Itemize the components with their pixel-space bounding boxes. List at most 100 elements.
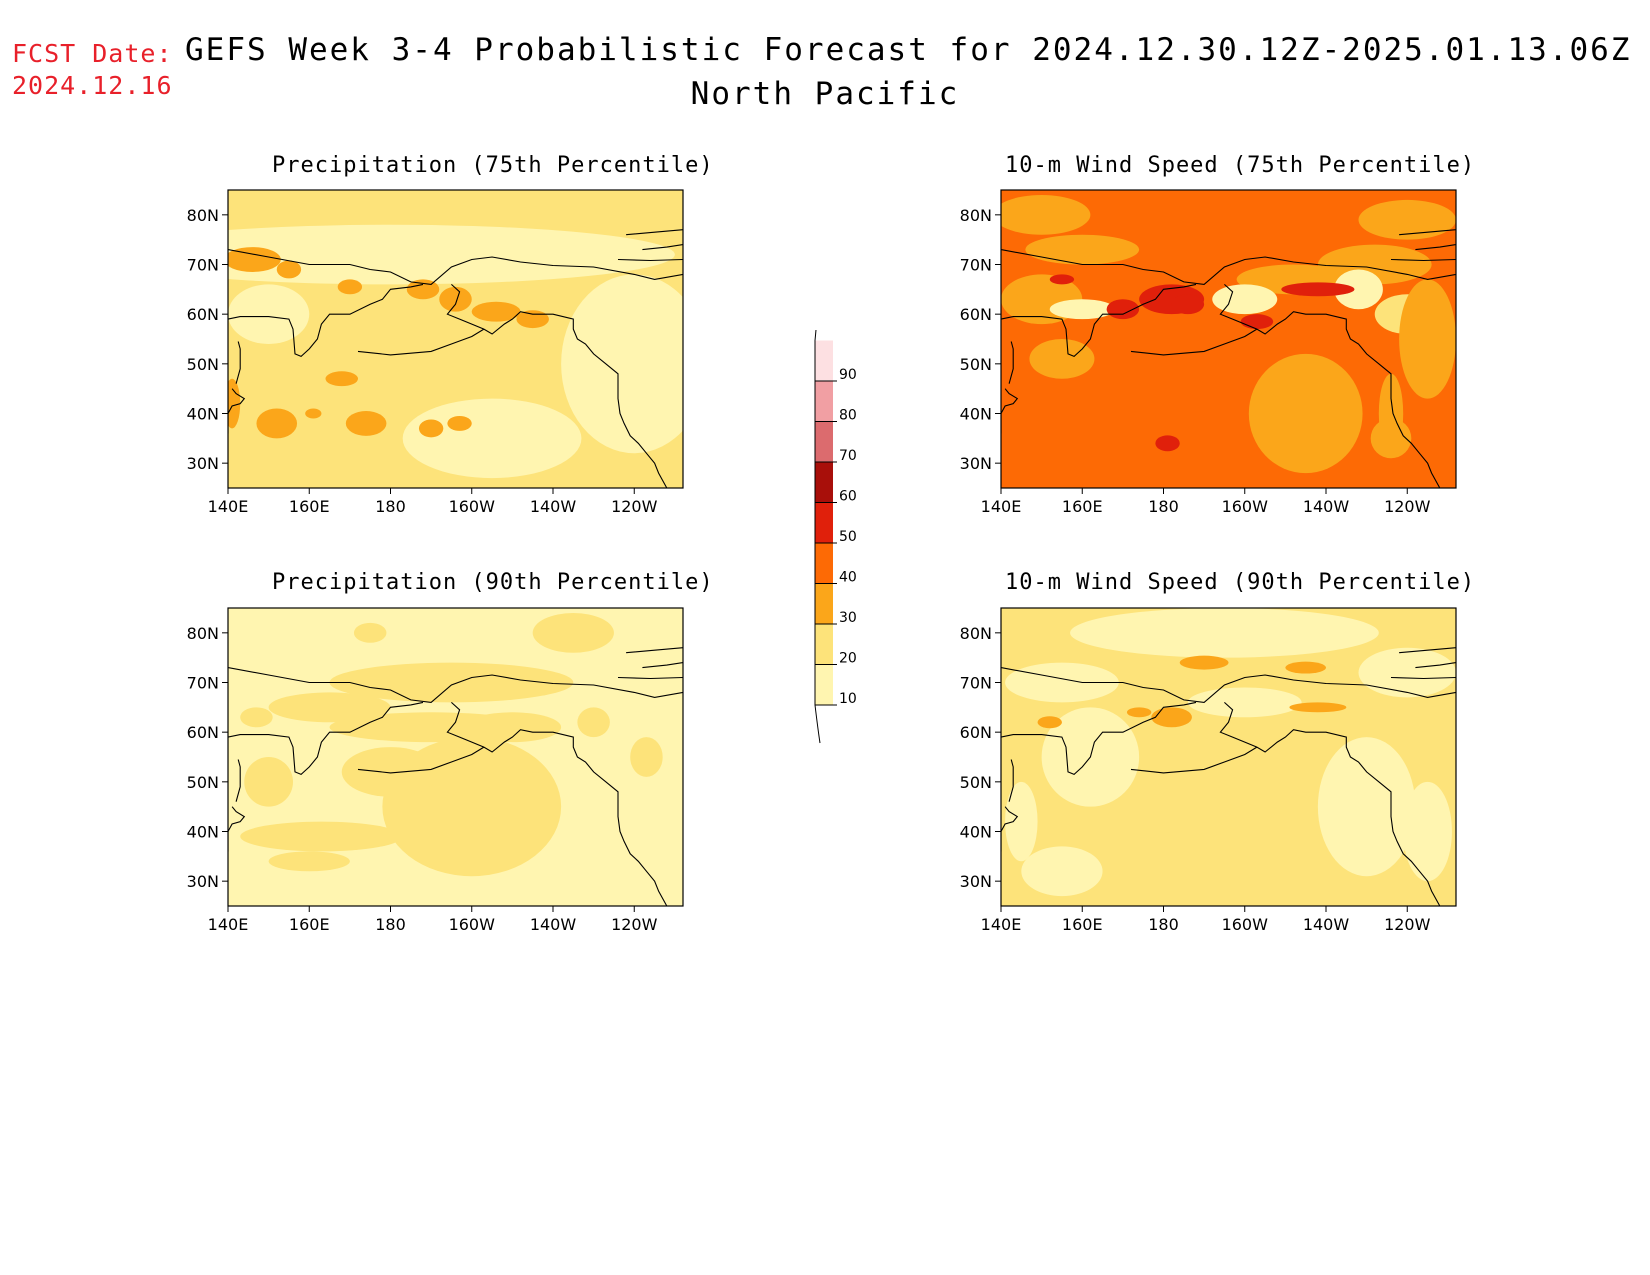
lat-label: 40N (960, 823, 992, 842)
shaded-region (1285, 661, 1326, 674)
shaded-region (1049, 274, 1075, 285)
shaded-region (268, 851, 350, 872)
lon-label: 160W (1222, 915, 1269, 934)
shaded-region (228, 224, 675, 285)
colorbar-segment (815, 502, 833, 543)
colorbar-label: 80 (839, 408, 857, 424)
shaded-region (402, 398, 582, 479)
lon-label: 160W (449, 915, 496, 934)
shaded-region (577, 707, 610, 738)
coastline (228, 667, 683, 703)
shaded-region (228, 284, 310, 344)
shaded-region (561, 274, 683, 454)
coastline (1219, 283, 1441, 488)
shaded-region (1013, 279, 1054, 300)
shaded-region (630, 737, 663, 777)
coastline (357, 328, 485, 356)
colorbar-segment (815, 543, 833, 584)
coastline (626, 229, 683, 236)
coastline (1130, 328, 1258, 356)
lat-label: 70N (960, 674, 992, 693)
lon-label: 180 (375, 497, 406, 516)
shaded-region (532, 612, 614, 653)
shaded-region (329, 662, 574, 703)
forecast-date-block: FCST Date: 2024.12.16 (12, 38, 173, 102)
lat-label: 60N (960, 305, 992, 324)
colorbar-top-cap (814, 330, 817, 341)
coastline (1399, 229, 1456, 236)
shaded-region (337, 279, 363, 295)
forecast-date-value: 2024.12.16 (12, 71, 173, 100)
shaded-region (244, 757, 293, 807)
map-frame (1000, 189, 1457, 489)
lon-label: 140E (208, 497, 249, 516)
coastline (1001, 283, 1197, 358)
lon-label: 160W (1222, 497, 1269, 516)
shaded-region (228, 247, 281, 272)
shaded-region (305, 408, 322, 419)
lon-label: 140E (208, 915, 249, 934)
lat-label: 30N (187, 872, 219, 891)
coastline (1390, 258, 1456, 262)
shaded-region (1025, 234, 1140, 265)
lon-label: 140W (1303, 915, 1350, 934)
shaded-region (1240, 314, 1274, 330)
colorbar-segment (815, 340, 833, 381)
colorbar-segment (815, 624, 833, 665)
lat-label: 30N (960, 454, 992, 473)
shaded-region (1021, 846, 1103, 897)
lon-label: 120W (611, 497, 658, 516)
coastline (1415, 662, 1456, 669)
shaded-region (1049, 299, 1115, 320)
lon-label: 160E (1062, 497, 1103, 516)
page-title: GEFS Week 3-4 Probabilistic Forecast for… (185, 32, 1632, 68)
coastline (1001, 249, 1456, 285)
shaded-region (353, 622, 387, 643)
map-frame (1000, 607, 1457, 907)
coastline (1130, 746, 1258, 774)
lon-label: 180 (375, 915, 406, 934)
coastline (642, 662, 683, 669)
shaded-region (1317, 737, 1416, 877)
shaded-region (1005, 662, 1119, 703)
shaded-region (1155, 435, 1180, 452)
forecast-date-label: FCST Date: (12, 39, 173, 68)
lat-label: 80N (187, 624, 219, 643)
shaded-region (418, 419, 444, 438)
coastline (446, 701, 668, 906)
colorbar-label: 90 (839, 367, 857, 383)
shaded-region (1358, 199, 1456, 240)
shaded-region (1179, 655, 1229, 670)
shaded-region (1289, 702, 1347, 713)
shaded-region (463, 712, 562, 743)
lat-label: 40N (187, 823, 219, 842)
coastline (235, 341, 241, 384)
shaded-region (439, 286, 472, 312)
coastline (1415, 244, 1456, 251)
lon-label: 140E (981, 497, 1022, 516)
colorbar-label: 60 (839, 489, 857, 505)
shaded-region (276, 260, 302, 279)
coastline (235, 759, 241, 802)
lat-label: 30N (960, 872, 992, 891)
shaded-region (1248, 353, 1363, 474)
shaded-region (1070, 608, 1379, 658)
lat-label: 70N (187, 256, 219, 275)
coastline (642, 244, 683, 251)
map-frame (227, 607, 684, 907)
lat-label: 80N (187, 206, 219, 225)
shaded-region (1001, 194, 1091, 235)
lat-label: 40N (960, 405, 992, 424)
coastline (617, 258, 683, 262)
shaded-region (1037, 716, 1062, 729)
colorbar-segment (815, 664, 833, 705)
lon-label: 160E (1062, 915, 1103, 934)
coastline (1001, 388, 1019, 435)
lat-label: 50N (960, 355, 992, 374)
coastline (1001, 667, 1456, 703)
lat-label: 70N (187, 674, 219, 693)
lat-label: 60N (187, 305, 219, 324)
page-subtitle: North Pacific (690, 76, 960, 112)
lat-label: 60N (187, 723, 219, 742)
colorbar-label: 20 (839, 651, 857, 667)
